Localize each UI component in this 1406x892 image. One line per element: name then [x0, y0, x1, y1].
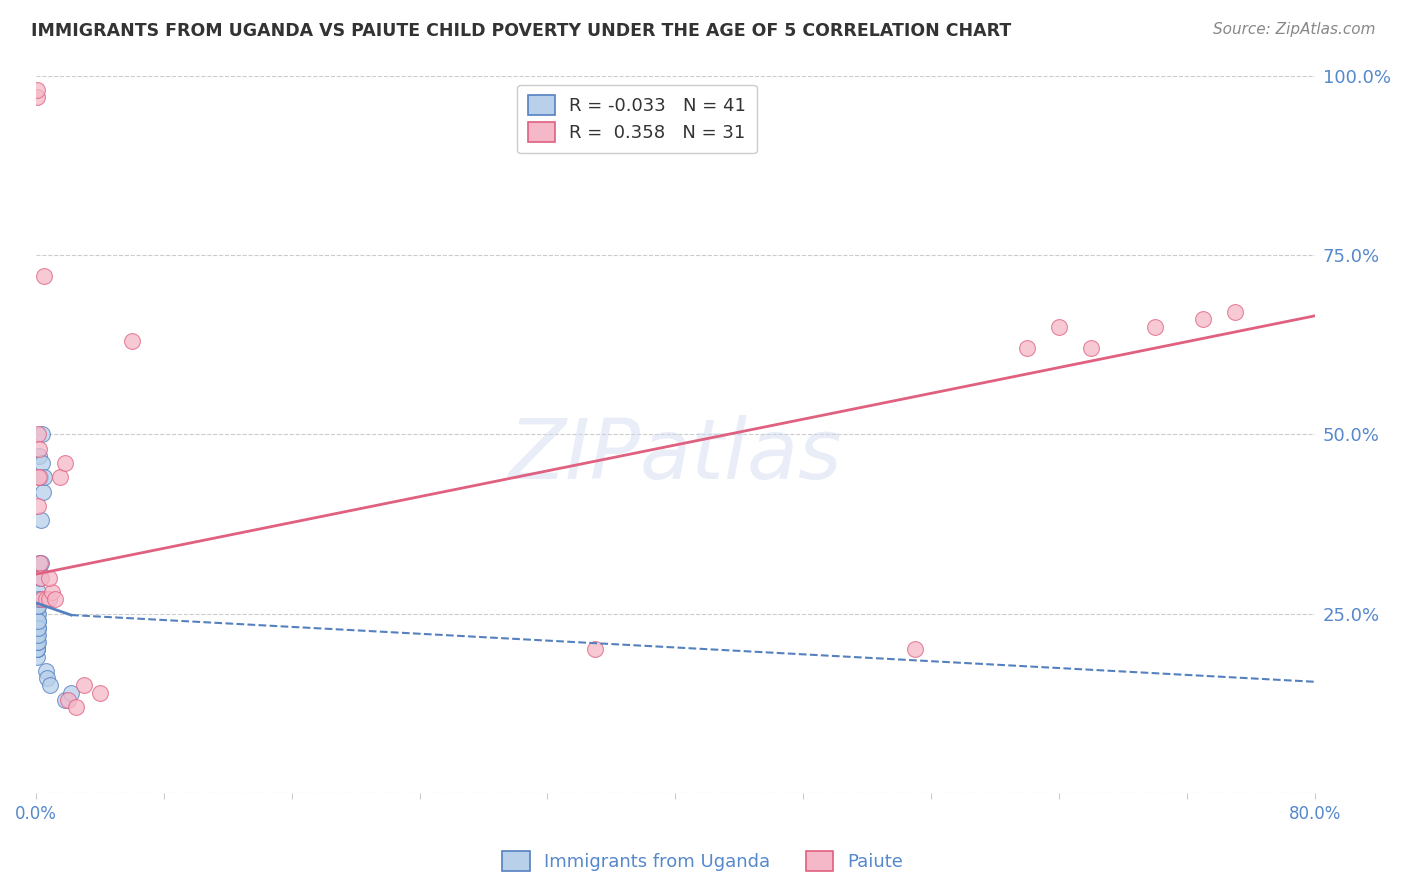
Point	[25, 628, 48, 642]
Point	[60, 685, 83, 699]
Point	[49, 470, 72, 484]
Point	[25, 649, 48, 664]
Point	[30, 557, 52, 571]
Point	[1015, 341, 1038, 355]
Point	[39, 678, 62, 692]
Point	[25, 635, 48, 649]
Point	[28, 557, 51, 571]
Point	[27, 607, 49, 621]
Point	[25, 635, 48, 649]
Point	[25, 642, 48, 657]
Point	[89, 685, 111, 699]
Point	[53, 692, 76, 706]
Legend: Immigrants from Uganda, Paiute: Immigrants from Uganda, Paiute	[495, 844, 911, 879]
Point	[27, 614, 49, 628]
Point	[25, 642, 48, 657]
Point	[38, 592, 60, 607]
Point	[27, 607, 49, 621]
Point	[904, 642, 927, 657]
Point	[25, 628, 48, 642]
Point	[25, 621, 48, 635]
Point	[32, 269, 55, 284]
Point	[25, 635, 48, 649]
Point	[1223, 305, 1246, 319]
Text: ZIPatlas: ZIPatlas	[509, 416, 842, 496]
Point	[25, 642, 48, 657]
Point	[31, 592, 53, 607]
Point	[1191, 312, 1213, 326]
Point	[27, 635, 49, 649]
Text: IMMIGRANTS FROM UGANDA VS PAIUTE CHILD POVERTY UNDER THE AGE OF 5 CORRELATION CH: IMMIGRANTS FROM UGANDA VS PAIUTE CHILD P…	[31, 22, 1011, 40]
Point	[65, 699, 87, 714]
Point	[37, 671, 59, 685]
Point	[32, 470, 55, 484]
Point	[25, 90, 48, 104]
Point	[28, 470, 51, 484]
Point	[27, 614, 49, 628]
Point	[32, 484, 55, 499]
Point	[25, 621, 48, 635]
Point	[30, 571, 52, 585]
Point	[121, 334, 143, 348]
Point	[31, 427, 53, 442]
Point	[27, 599, 49, 614]
Point	[34, 664, 56, 678]
Point	[27, 470, 49, 484]
Point	[1143, 319, 1166, 334]
Point	[25, 83, 48, 97]
Point	[1080, 341, 1102, 355]
Point	[53, 456, 76, 470]
Point	[28, 557, 51, 571]
Point	[27, 592, 49, 607]
Point	[1047, 319, 1070, 334]
Legend: R = -0.033   N = 41, R =  0.358   N = 31: R = -0.033 N = 41, R = 0.358 N = 31	[517, 85, 756, 153]
Point	[41, 585, 63, 599]
Point	[28, 442, 51, 456]
Point	[27, 499, 49, 513]
Point	[30, 513, 52, 527]
Point	[28, 592, 51, 607]
Point	[27, 585, 49, 599]
Point	[27, 621, 49, 635]
Point	[34, 592, 56, 607]
Point	[28, 470, 51, 484]
Point	[31, 456, 53, 470]
Point	[44, 592, 66, 607]
Point	[27, 599, 49, 614]
Point	[38, 571, 60, 585]
Point	[25, 628, 48, 642]
Point	[73, 678, 96, 692]
Point	[30, 571, 52, 585]
Point	[583, 642, 606, 657]
Point	[27, 628, 49, 642]
Text: Source: ZipAtlas.com: Source: ZipAtlas.com	[1212, 22, 1375, 37]
Point	[56, 692, 79, 706]
Point	[27, 427, 49, 442]
Point	[28, 449, 51, 463]
Point	[27, 621, 49, 635]
Point	[28, 564, 51, 578]
